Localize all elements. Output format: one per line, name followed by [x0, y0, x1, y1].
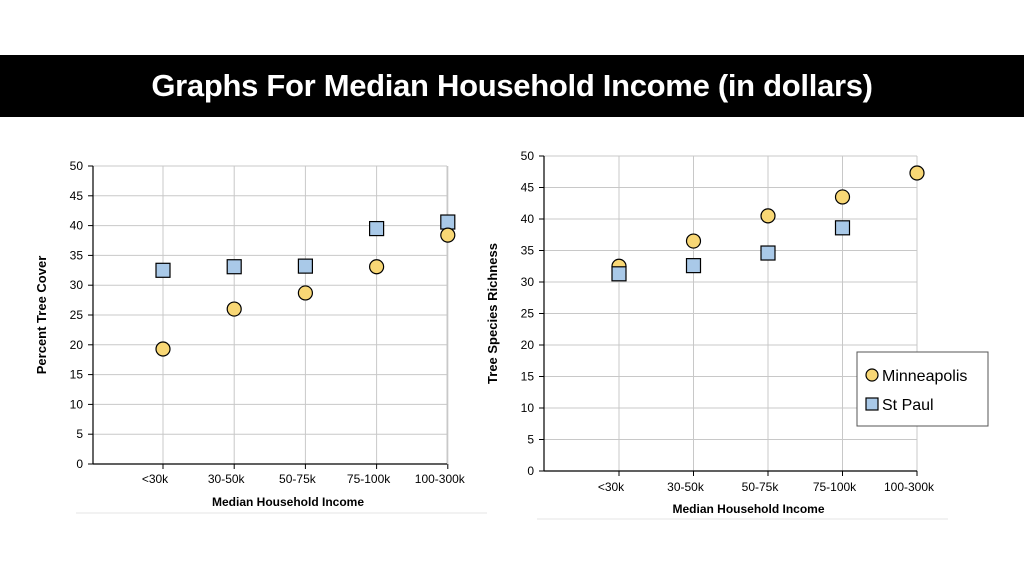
point-minneapolis	[369, 259, 385, 275]
x-tick-label: 50-75k	[742, 480, 780, 494]
point-minneapolis	[226, 301, 242, 317]
y-tick-label: 30	[70, 278, 84, 292]
point-st-paul	[760, 245, 776, 261]
chart-tree-species-richness: 0 5 10 15 20 25 30 35 40 45 50 <30k 30-50k 50-75k 75-1…	[485, 149, 989, 520]
y-tick-label: 35	[70, 248, 84, 262]
x-tick-label: 30-50k	[667, 480, 705, 494]
x-axis-title: Median Household Income	[672, 502, 824, 516]
x-tick-label: 30-50k	[208, 472, 246, 486]
page-title: Graphs For Median Household Income (in d…	[151, 68, 873, 103]
point-minneapolis	[685, 233, 702, 249]
y-tick-label: 15	[70, 368, 84, 382]
point-st-paul	[369, 220, 385, 237]
y-tick-label: 15	[521, 370, 535, 384]
legend-label: Minneapolis	[882, 368, 967, 385]
y-tick-label: 30	[521, 275, 535, 289]
point-st-paul	[440, 214, 456, 230]
y-tick-label: 45	[70, 189, 84, 203]
y-tick-label: 20	[70, 338, 84, 352]
y-tick-label: 45	[521, 181, 535, 195]
y-tick-label: 40	[521, 212, 535, 226]
point-minneapolis	[297, 285, 313, 301]
y-tick-label: 40	[70, 219, 84, 233]
y-tick-label: 25	[521, 307, 535, 321]
y-axis-title: Percent Tree Cover	[34, 256, 49, 375]
y-tick-label: 10	[521, 401, 535, 415]
y-tick-label: 25	[70, 308, 84, 322]
legend-marker-circle	[865, 368, 879, 382]
legend-marker-square	[865, 397, 879, 411]
y-tick-label: 20	[521, 338, 535, 352]
legend-label: St Paul	[882, 397, 934, 414]
y-tick-label: 0	[527, 464, 534, 478]
y-axis-title: Tree Species Richness	[485, 243, 500, 384]
y-tick-label: 35	[521, 244, 535, 258]
point-st-paul	[611, 266, 627, 282]
x-tick-label: <30k	[142, 472, 169, 486]
point-minneapolis	[155, 341, 171, 357]
title-bar: Graphs For Median Household Income (in d…	[0, 55, 1024, 117]
x-tick-label: 100-300k	[415, 472, 466, 486]
chart-percent-tree-cover: 0 5 10 15 20 25 30 35 40 45 50 <30k 30-50k 50-75k 75-1…	[34, 159, 487, 514]
point-st-paul	[155, 262, 171, 278]
point-minneapolis	[760, 208, 776, 224]
point-minneapolis	[440, 227, 456, 243]
point-minneapolis	[834, 189, 851, 205]
x-axis-title: Median Household Income	[212, 495, 364, 509]
y-tick-label: 50	[70, 159, 84, 173]
point-st-paul	[226, 259, 242, 275]
y-tick-label: 5	[527, 433, 534, 447]
x-tick-label: <30k	[598, 480, 625, 494]
legend: Minneapolis St Paul	[856, 351, 989, 427]
y-tick-label: 5	[76, 427, 83, 441]
x-tick-label: 100-300k	[884, 480, 935, 494]
point-st-paul	[685, 258, 702, 274]
point-st-paul	[834, 220, 851, 236]
y-tick-label: 10	[70, 397, 84, 411]
point-st-paul	[297, 258, 313, 274]
legend-box	[856, 351, 989, 427]
x-tick-label: 75-100k	[813, 480, 857, 494]
x-tick-label: 75-100k	[347, 472, 391, 486]
y-tick-label: 0	[76, 457, 83, 471]
y-tick-label: 50	[521, 149, 535, 163]
x-tick-label: 50-75k	[279, 472, 317, 486]
point-minneapolis	[909, 165, 925, 181]
